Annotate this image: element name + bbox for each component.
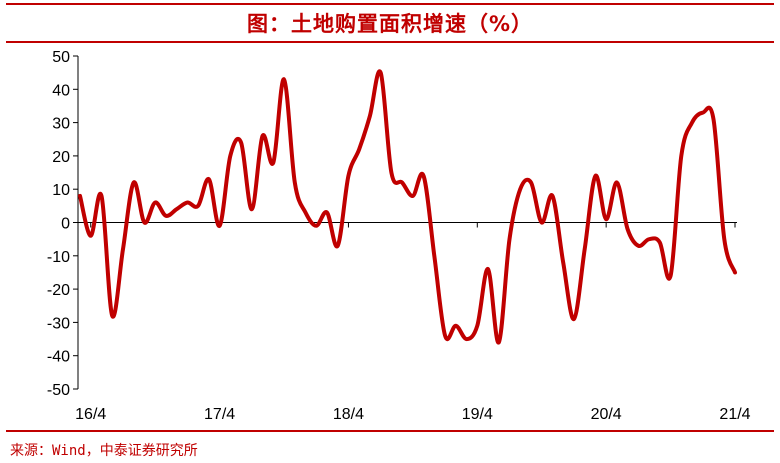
x-tick-label: 19/4 <box>462 406 493 423</box>
y-tick-label: 40 <box>52 82 70 99</box>
y-tick-label: 30 <box>52 116 70 133</box>
y-tick-label: 50 <box>52 49 70 66</box>
y-axis-labels: 50 40 30 20 10 0 -10 -20 -30 -40 -50 <box>47 49 70 399</box>
x-tick-label: 17/4 <box>204 406 235 423</box>
x-tick-label: 21/4 <box>719 406 750 423</box>
source-note: 来源：Wind，中泰证券研究所 <box>10 443 198 459</box>
y-tick-label: -30 <box>47 315 70 332</box>
y-tick-label: -10 <box>47 249 70 266</box>
y-tick-label: -40 <box>47 349 70 366</box>
chart-title: 图：土地购置面积增速（%） <box>246 12 534 36</box>
footer-rule <box>6 430 774 432</box>
chart-header: 图：土地购置面积增速（%） <box>0 0 780 44</box>
y-tick-label: -20 <box>47 282 70 299</box>
y-tick-label: 20 <box>52 149 70 166</box>
y-tick-label: -50 <box>47 382 70 399</box>
x-tick-label: 18/4 <box>333 406 364 423</box>
y-tick-label: 10 <box>52 182 70 199</box>
x-tick-label: 20/4 <box>591 406 622 423</box>
y-tick-label: 0 <box>61 216 70 233</box>
x-axis-labels: 16/4 17/4 18/4 19/4 20/4 21/4 <box>75 406 751 423</box>
header-bottom-rule <box>6 41 774 43</box>
axes <box>73 55 737 390</box>
x-tick-label: 16/4 <box>75 406 106 423</box>
series-line <box>78 69 737 345</box>
header-top-rule <box>6 3 774 5</box>
